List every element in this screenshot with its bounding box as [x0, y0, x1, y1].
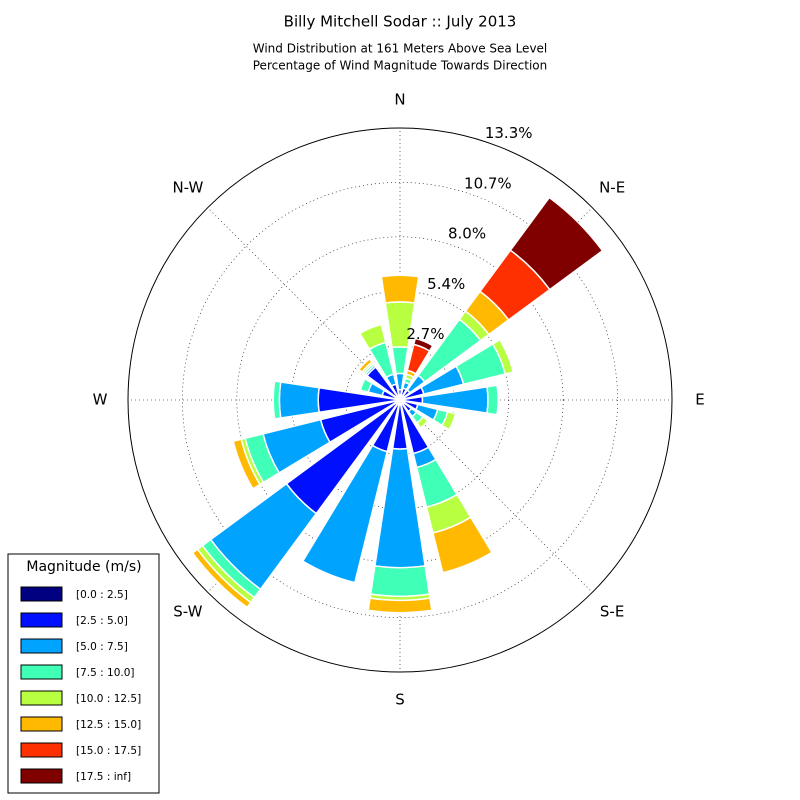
- legend-label: [15.0 : 17.5]: [76, 745, 141, 757]
- wind-bar: [191, 548, 252, 609]
- legend-swatch: [20, 716, 63, 732]
- direction-label: S: [395, 691, 405, 709]
- wind-bar: [359, 377, 374, 394]
- wind-bar: [412, 337, 434, 352]
- legend-swatch: [20, 768, 63, 784]
- direction-label: E: [695, 391, 704, 409]
- wind-bar: [301, 444, 389, 584]
- legend-swatch: [20, 690, 63, 706]
- wind-bar: [432, 516, 493, 574]
- r-tick-label: 2.7%: [406, 325, 444, 343]
- plot-area: N N-E E S-E S S-W W N-W 2.7% 5.4% 8.0% 10.7% 13.3%: [93, 91, 705, 709]
- legend-label: [5.0 : 7.5]: [76, 641, 128, 653]
- wind-bar: [491, 338, 515, 375]
- r-tick-label: 8.0%: [448, 225, 486, 243]
- wind-bar: [380, 274, 420, 304]
- wind-bar: [367, 597, 433, 614]
- r-tick-label: 5.4%: [427, 275, 465, 293]
- wind-bar: [415, 415, 430, 430]
- direction-label: N-E: [599, 178, 625, 196]
- legend-swatch: [20, 586, 63, 602]
- legend-title: Magnitude (m/s): [26, 559, 141, 575]
- wind-bar: [357, 357, 374, 374]
- wind-bar: [440, 410, 457, 431]
- legend-label: [12.5 : 15.0]: [76, 719, 141, 731]
- wind-bar: [272, 380, 282, 420]
- legend: Magnitude (m/s) [0.0 : 2.5] [2.5 : 5.0] [5…: [7, 553, 160, 794]
- direction-label: S-E: [600, 603, 624, 621]
- legend-label: [7.5 : 10.0]: [76, 667, 134, 679]
- legend-label: [2.5 : 5.0]: [76, 615, 128, 627]
- legend-swatch: [20, 612, 63, 628]
- direction-label: W: [93, 391, 108, 409]
- spoke: [207, 207, 401, 401]
- r-tick-label: 13.3%: [485, 124, 533, 142]
- legend-swatch: [20, 638, 63, 654]
- wind-bar: [369, 564, 431, 598]
- chart-title: Billy Mitchell Sodar :: July 2013: [284, 13, 517, 31]
- wind-bar: [278, 381, 320, 419]
- legend-swatch: [20, 664, 63, 680]
- outer-ring: [127, 127, 673, 673]
- legend-label: [0.0 : 2.5]: [76, 589, 128, 601]
- wind-bar: [232, 438, 261, 490]
- wind-bar: [486, 384, 499, 416]
- chart-subtitle: Percentage of Wind Magnitude Towards Dir…: [253, 59, 547, 73]
- spoke: [399, 399, 593, 593]
- legend-label: [10.0 : 12.5]: [76, 693, 141, 705]
- wind-bar: [509, 196, 604, 291]
- chart-subtitle: Wind Distribution at 161 Meters Above Se…: [253, 42, 548, 56]
- legend-label: [17.5 : inf]: [76, 771, 131, 783]
- direction-label: N-W: [172, 178, 203, 196]
- direction-label: N: [394, 91, 405, 109]
- direction-label: S-W: [173, 603, 202, 621]
- r-tick-label: 10.7%: [464, 174, 512, 192]
- grid-ring: [182, 182, 618, 618]
- legend-swatch: [20, 742, 63, 758]
- wind-bar: [358, 323, 387, 351]
- wind-bar: [391, 346, 409, 375]
